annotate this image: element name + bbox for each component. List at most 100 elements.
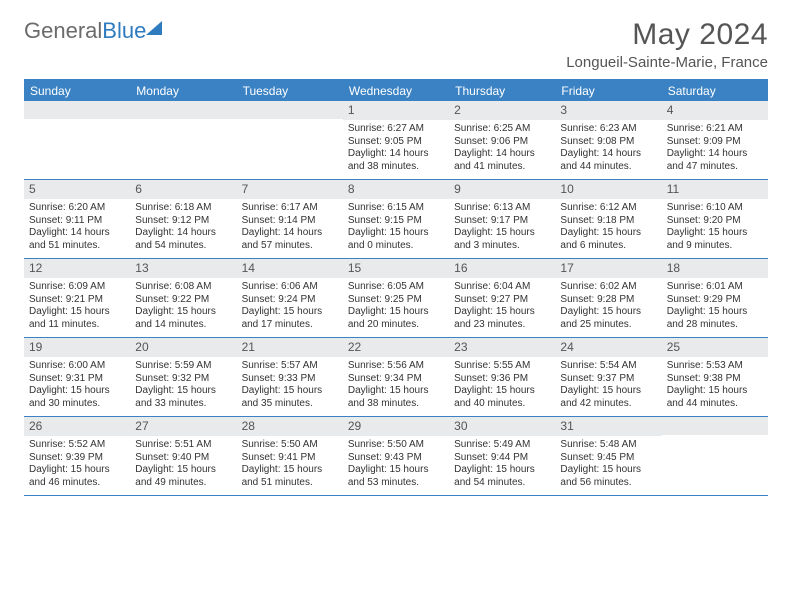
- sunrise-line: Sunrise: 6:23 AM: [560, 123, 656, 136]
- day-body: Sunrise: 6:27 AMSunset: 9:05 PMDaylight:…: [343, 120, 449, 177]
- day-cell: 18Sunrise: 6:01 AMSunset: 9:29 PMDayligh…: [662, 259, 768, 337]
- sunrise-line: Sunrise: 5:53 AM: [667, 360, 763, 373]
- sunrise-line: Sunrise: 6:00 AM: [29, 360, 125, 373]
- day-body: Sunrise: 6:00 AMSunset: 9:31 PMDaylight:…: [24, 357, 130, 414]
- sunrise-line: Sunrise: 5:48 AM: [560, 439, 656, 452]
- sunrise-line: Sunrise: 5:56 AM: [348, 360, 444, 373]
- day-cell: 23Sunrise: 5:55 AMSunset: 9:36 PMDayligh…: [449, 338, 555, 416]
- day-number: 27: [130, 417, 236, 436]
- day-number: 13: [130, 259, 236, 278]
- daylight-line-1: Daylight: 15 hours: [667, 306, 763, 319]
- daylight-line-1: Daylight: 15 hours: [348, 464, 444, 477]
- sunrise-line: Sunrise: 6:15 AM: [348, 202, 444, 215]
- daylight-line-1: Daylight: 15 hours: [135, 464, 231, 477]
- sunrise-line: Sunrise: 6:25 AM: [454, 123, 550, 136]
- day-number: 28: [237, 417, 343, 436]
- day-number: [662, 417, 768, 435]
- daylight-line-2: and 35 minutes.: [242, 398, 338, 411]
- day-number: 5: [24, 180, 130, 199]
- day-cell: 1Sunrise: 6:27 AMSunset: 9:05 PMDaylight…: [343, 101, 449, 179]
- location-label: Longueil-Sainte-Marie, France: [566, 54, 768, 71]
- brand-part2: Blue: [102, 18, 146, 43]
- sunrise-line: Sunrise: 5:49 AM: [454, 439, 550, 452]
- daylight-line-1: Daylight: 14 hours: [348, 148, 444, 161]
- daylight-line-2: and 14 minutes.: [135, 319, 231, 332]
- daylight-line-2: and 38 minutes.: [348, 161, 444, 174]
- day-cell: 24Sunrise: 5:54 AMSunset: 9:37 PMDayligh…: [555, 338, 661, 416]
- daylight-line-2: and 20 minutes.: [348, 319, 444, 332]
- daylight-line-1: Daylight: 15 hours: [242, 306, 338, 319]
- day-body: Sunrise: 6:17 AMSunset: 9:14 PMDaylight:…: [237, 199, 343, 256]
- sunrise-line: Sunrise: 5:52 AM: [29, 439, 125, 452]
- day-body: Sunrise: 6:09 AMSunset: 9:21 PMDaylight:…: [24, 278, 130, 335]
- day-number: 29: [343, 417, 449, 436]
- header: GeneralBlue May 2024 Longueil-Sainte-Mar…: [24, 18, 768, 71]
- sunset-line: Sunset: 9:40 PM: [135, 452, 231, 465]
- daylight-line-2: and 9 minutes.: [667, 240, 763, 253]
- sunset-line: Sunset: 9:32 PM: [135, 373, 231, 386]
- daylight-line-2: and 3 minutes.: [454, 240, 550, 253]
- sunrise-line: Sunrise: 6:27 AM: [348, 123, 444, 136]
- day-number: 25: [662, 338, 768, 357]
- week-row: 1Sunrise: 6:27 AMSunset: 9:05 PMDaylight…: [24, 101, 768, 180]
- daylight-line-1: Daylight: 15 hours: [29, 464, 125, 477]
- sunset-line: Sunset: 9:11 PM: [29, 215, 125, 228]
- day-body: Sunrise: 6:15 AMSunset: 9:15 PMDaylight:…: [343, 199, 449, 256]
- sunrise-line: Sunrise: 6:12 AM: [560, 202, 656, 215]
- sunrise-line: Sunrise: 6:17 AM: [242, 202, 338, 215]
- daylight-line-1: Daylight: 15 hours: [348, 385, 444, 398]
- day-cell: 17Sunrise: 6:02 AMSunset: 9:28 PMDayligh…: [555, 259, 661, 337]
- day-cell: 11Sunrise: 6:10 AMSunset: 9:20 PMDayligh…: [662, 180, 768, 258]
- day-body: Sunrise: 5:52 AMSunset: 9:39 PMDaylight:…: [24, 436, 130, 493]
- sunrise-line: Sunrise: 6:09 AM: [29, 281, 125, 294]
- daylight-line-2: and 54 minutes.: [135, 240, 231, 253]
- sunset-line: Sunset: 9:43 PM: [348, 452, 444, 465]
- dow-header: Monday: [130, 81, 236, 101]
- dow-header: Wednesday: [343, 81, 449, 101]
- day-number: 15: [343, 259, 449, 278]
- daylight-line-2: and 11 minutes.: [29, 319, 125, 332]
- empty-cell: [662, 417, 768, 495]
- sunset-line: Sunset: 9:09 PM: [667, 136, 763, 149]
- sunset-line: Sunset: 9:22 PM: [135, 294, 231, 307]
- day-number: 7: [237, 180, 343, 199]
- day-number: 8: [343, 180, 449, 199]
- day-body: Sunrise: 5:48 AMSunset: 9:45 PMDaylight:…: [555, 436, 661, 493]
- daylight-line-1: Daylight: 15 hours: [454, 227, 550, 240]
- daylight-line-2: and 17 minutes.: [242, 319, 338, 332]
- day-body: Sunrise: 5:50 AMSunset: 9:41 PMDaylight:…: [237, 436, 343, 493]
- daylight-line-1: Daylight: 15 hours: [454, 464, 550, 477]
- daylight-line-2: and 41 minutes.: [454, 161, 550, 174]
- sunset-line: Sunset: 9:41 PM: [242, 452, 338, 465]
- daylight-line-1: Daylight: 14 hours: [560, 148, 656, 161]
- sunrise-line: Sunrise: 6:06 AM: [242, 281, 338, 294]
- week-row: 12Sunrise: 6:09 AMSunset: 9:21 PMDayligh…: [24, 259, 768, 338]
- sunset-line: Sunset: 9:17 PM: [454, 215, 550, 228]
- day-number: 26: [24, 417, 130, 436]
- daylight-line-2: and 23 minutes.: [454, 319, 550, 332]
- day-cell: 8Sunrise: 6:15 AMSunset: 9:15 PMDaylight…: [343, 180, 449, 258]
- daylight-line-2: and 0 minutes.: [348, 240, 444, 253]
- day-number: 22: [343, 338, 449, 357]
- sunrise-line: Sunrise: 5:50 AM: [348, 439, 444, 452]
- sunrise-line: Sunrise: 6:01 AM: [667, 281, 763, 294]
- calendar: SundayMondayTuesdayWednesdayThursdayFrid…: [24, 79, 768, 496]
- sunset-line: Sunset: 9:24 PM: [242, 294, 338, 307]
- sunset-line: Sunset: 9:18 PM: [560, 215, 656, 228]
- sunrise-line: Sunrise: 6:21 AM: [667, 123, 763, 136]
- daylight-line-1: Daylight: 15 hours: [560, 464, 656, 477]
- day-body: Sunrise: 6:02 AMSunset: 9:28 PMDaylight:…: [555, 278, 661, 335]
- day-body: Sunrise: 5:54 AMSunset: 9:37 PMDaylight:…: [555, 357, 661, 414]
- day-number: 17: [555, 259, 661, 278]
- day-cell: 4Sunrise: 6:21 AMSunset: 9:09 PMDaylight…: [662, 101, 768, 179]
- sunrise-line: Sunrise: 5:50 AM: [242, 439, 338, 452]
- day-body: Sunrise: 6:05 AMSunset: 9:25 PMDaylight:…: [343, 278, 449, 335]
- day-cell: 10Sunrise: 6:12 AMSunset: 9:18 PMDayligh…: [555, 180, 661, 258]
- month-title: May 2024: [566, 18, 768, 52]
- day-number: 16: [449, 259, 555, 278]
- day-number: 14: [237, 259, 343, 278]
- daylight-line-1: Daylight: 15 hours: [29, 306, 125, 319]
- brand-logo: GeneralBlue: [24, 18, 162, 44]
- empty-cell: [24, 101, 130, 179]
- day-cell: 3Sunrise: 6:23 AMSunset: 9:08 PMDaylight…: [555, 101, 661, 179]
